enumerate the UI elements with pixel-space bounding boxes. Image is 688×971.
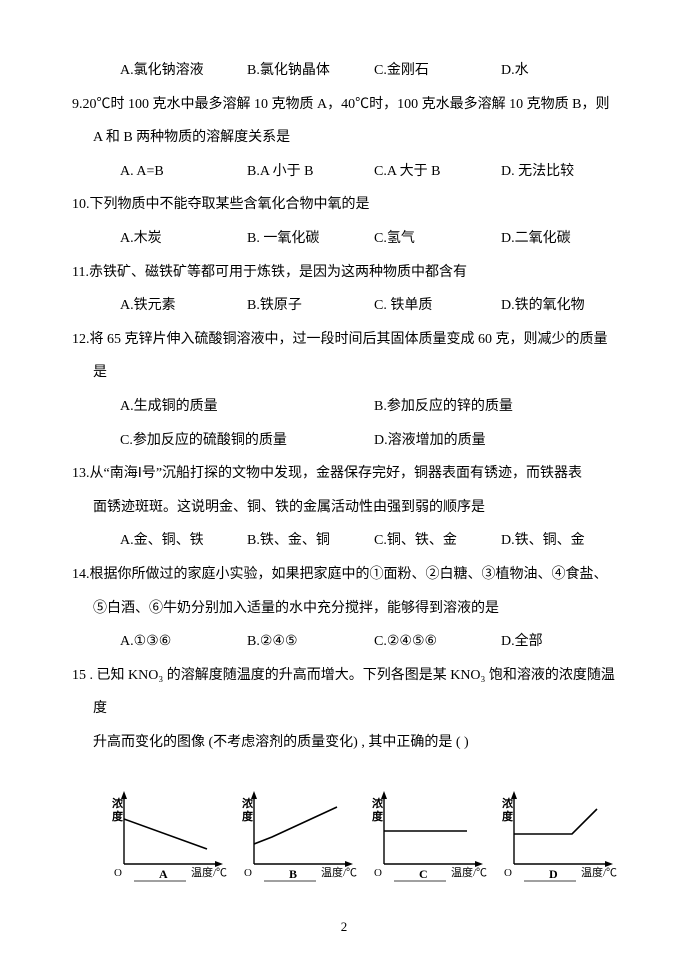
q9-options: A. A=B B.A 小于 B C.A 大于 B D. 无法比较 bbox=[72, 155, 628, 189]
q11-opt-b: B.铁原子 bbox=[247, 289, 374, 323]
q14-opt-a: A.①③⑥ bbox=[120, 625, 247, 659]
svg-text:度: 度 bbox=[112, 809, 124, 823]
q14-options: A.①③⑥ B.②④⑤ C.②④⑤⑥ D.全部 bbox=[72, 625, 628, 659]
q10-opt-b: B. 一氧化碳 bbox=[247, 222, 374, 256]
svg-text:温度/℃: 温度/℃ bbox=[581, 865, 617, 879]
q13-opt-d: D.铁、铜、金 bbox=[501, 524, 628, 558]
svg-text:A: A bbox=[159, 867, 168, 881]
q12-text: 12.将 65 克锌片伸入硫酸铜溶液中，过一段时间后其固体质量变成 60 克，则… bbox=[93, 323, 628, 357]
q9-opt-c: C.A 大于 B bbox=[374, 155, 501, 189]
q14-opt-d: D.全部 bbox=[501, 625, 628, 659]
q13-options: A.金、铜、铁 B.铁、金、铜 C.铜、铁、金 D.铁、铜、金 bbox=[72, 524, 628, 558]
svg-text:温度/℃: 温度/℃ bbox=[451, 865, 487, 879]
q14-text: 14.根据你所做过的家庭小实验，如果把家庭中的①面粉、②白糖、③植物油、④食盐、 bbox=[93, 558, 628, 592]
svg-text:温度/℃: 温度/℃ bbox=[191, 865, 227, 879]
q9-cont: A 和 B 两种物质的溶解度关系是 bbox=[93, 121, 628, 155]
svg-text:O: O bbox=[114, 867, 122, 879]
svg-text:度: 度 bbox=[502, 809, 514, 823]
q14-opt-c: C.②④⑤⑥ bbox=[374, 625, 501, 659]
q8-opt-d: D.水 bbox=[501, 54, 628, 88]
q11-options: A.铁元素 B.铁原子 C. 铁单质 D.铁的氧化物 bbox=[72, 289, 628, 323]
q10-text: 10.下列物质中不能夺取某些含氧化合物中氧的是 bbox=[93, 188, 628, 222]
svg-text:浓: 浓 bbox=[372, 796, 384, 810]
q13-opt-c: C.铜、铁、金 bbox=[374, 524, 501, 558]
svg-text:度: 度 bbox=[372, 809, 384, 823]
svg-text:度: 度 bbox=[242, 809, 254, 823]
chart-c: 浓度 O 温度/℃ C bbox=[372, 789, 502, 899]
q9-opt-d: D. 无法比较 bbox=[501, 155, 628, 189]
svg-text:温度/℃: 温度/℃ bbox=[321, 865, 357, 879]
q8-opt-c: C.金刚石 bbox=[374, 54, 501, 88]
q11-opt-c: C. 铁单质 bbox=[374, 289, 501, 323]
chart-d: 浓度 O 温度/℃ D bbox=[502, 789, 632, 899]
q12-cont: 是 bbox=[93, 356, 628, 390]
q11-opt-a: A.铁元素 bbox=[120, 289, 247, 323]
q8-options: A.氯化钠溶液 B.氯化钠晶体 C.金刚石 D.水 bbox=[72, 54, 628, 88]
q12-opt-b: B.参加反应的锌的质量 bbox=[374, 390, 628, 424]
q13-cont: 面锈迹斑斑。这说明金、铜、铁的金属活动性由强到弱的顺序是 bbox=[93, 491, 628, 525]
q9-opt-b: B.A 小于 B bbox=[247, 155, 374, 189]
chart-a: 浓度 O 温度/℃ A bbox=[112, 789, 242, 899]
svg-text:O: O bbox=[244, 867, 252, 879]
q14-cont: ⑤白酒、⑥牛奶分别加入适量的水中充分搅拌，能够得到溶液的是 bbox=[93, 592, 628, 626]
q14-opt-b: B.②④⑤ bbox=[247, 625, 374, 659]
q12-opt-a: A.生成铜的质量 bbox=[120, 390, 374, 424]
svg-text:浓: 浓 bbox=[502, 796, 514, 810]
q10-opt-a: A.木炭 bbox=[120, 222, 247, 256]
q13-opt-a: A.金、铜、铁 bbox=[120, 524, 247, 558]
svg-text:D: D bbox=[549, 867, 558, 881]
q10-opt-d: D.二氧化碳 bbox=[501, 222, 628, 256]
svg-text:O: O bbox=[374, 867, 382, 879]
q13-opt-b: B.铁、金、铜 bbox=[247, 524, 374, 558]
q8-opt-a: A.氯化钠溶液 bbox=[120, 54, 247, 88]
q9-opt-a: A. A=B bbox=[120, 155, 247, 189]
q13-text: 13.从“南海Ⅰ号”沉船打探的文物中发现，金器保存完好，铜器表面有锈迹，而铁器表 bbox=[93, 457, 628, 491]
q10-options: A.木炭 B. 一氧化碳 C.氢气 D.二氧化碳 bbox=[72, 222, 628, 256]
q10-opt-c: C.氢气 bbox=[374, 222, 501, 256]
q15-charts: 浓度O温度/℃A 浓度O温度/℃B 浓度O温度/℃C 浓度O温度/℃D bbox=[72, 779, 628, 899]
q12-options: A.生成铜的质量 B.参加反应的锌的质量 C.参加反应的硫酸铜的质量 D.溶液增… bbox=[72, 390, 628, 457]
q15-cont: 升高而变化的图像 (不考虑溶剂的质量变化) , 其中正确的是 ( ) bbox=[93, 726, 628, 760]
q11-opt-d: D.铁的氧化物 bbox=[501, 289, 628, 323]
svg-text:浓: 浓 bbox=[112, 796, 124, 810]
svg-text:B: B bbox=[289, 867, 297, 881]
page-number: 2 bbox=[0, 919, 688, 935]
q15-text: 15 . 已知 KNO₃ 的溶解度随温度的升高而增大。下列各图是某 KNO₃ 饱… bbox=[93, 659, 628, 726]
svg-text:O: O bbox=[504, 867, 512, 879]
q8-opt-b: B.氯化钠晶体 bbox=[247, 54, 374, 88]
q12-opt-d: D.溶液增加的质量 bbox=[374, 424, 628, 458]
q12-opt-c: C.参加反应的硫酸铜的质量 bbox=[120, 424, 374, 458]
q9-text: 9.20℃时 100 克水中最多溶解 10 克物质 A，40℃时，100 克水最… bbox=[93, 88, 628, 122]
chart-b: 浓度 O 温度/℃ B bbox=[242, 789, 372, 899]
q11-text: 11.赤铁矿、磁铁矿等都可用于炼铁，是因为这两种物质中都含有 bbox=[93, 256, 628, 290]
svg-text:C: C bbox=[419, 867, 428, 881]
svg-text:浓: 浓 bbox=[242, 796, 254, 810]
